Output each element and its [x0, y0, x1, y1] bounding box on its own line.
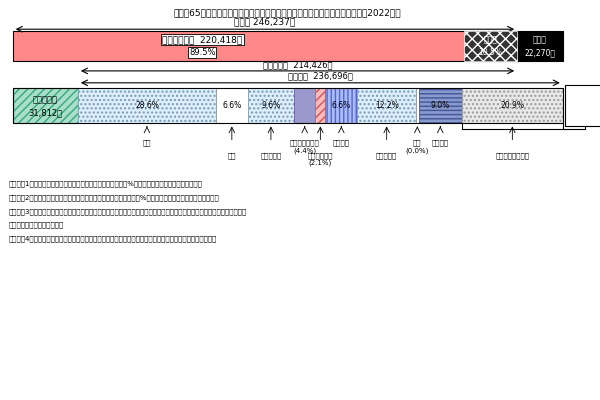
Text: 食料: 食料: [143, 140, 151, 146]
Text: 89.5%: 89.5%: [189, 48, 215, 57]
Text: その他の消費支出: その他の消費支出: [496, 152, 529, 159]
Text: 教育
(0.0%): 教育 (0.0%): [406, 140, 429, 154]
Text: 教養娯楽: 教養娯楽: [432, 140, 449, 146]
Text: （注）　1　図中の「社会保障給付」及び「その他」の割合（%）は、実収入に占める割合である。: （注） 1 図中の「社会保障給付」及び「その他」の割合（%）は、実収入に占める割…: [9, 180, 203, 187]
Text: うち交際費
9.6%: うち交際費 9.6%: [573, 96, 596, 115]
Bar: [416, 88, 419, 122]
Bar: [565, 85, 600, 126]
Text: 不足分: 不足分: [533, 35, 547, 44]
Text: 家具・家事用品
(4.4%): 家具・家事用品 (4.4%): [290, 140, 320, 154]
Text: 28.6%: 28.6%: [135, 101, 159, 110]
Bar: [419, 88, 462, 122]
Bar: [517, 31, 563, 61]
Bar: [294, 88, 315, 122]
Text: 20.9%: 20.9%: [500, 101, 524, 110]
Text: 4　図中の「不足分」とは、「実収入」と、「消費支出」及び「非消費支出」の計との差額である。: 4 図中の「不足分」とは、「実収入」と、「消費支出」及び「非消費支出」の計との差…: [9, 236, 217, 242]
Bar: [216, 88, 248, 122]
Text: 2　図中の「食料」から「その他の消費支出」までの割合（%）は、消費支出に占める割合である。: 2 図中の「食料」から「その他の消費支出」までの割合（%）は、消費支出に占める割…: [9, 194, 220, 201]
Bar: [13, 88, 563, 122]
Bar: [462, 88, 563, 122]
Bar: [325, 88, 357, 122]
Bar: [248, 88, 294, 122]
Text: 9.6%: 9.6%: [261, 101, 281, 110]
Text: 12.2%: 12.2%: [375, 101, 398, 110]
Text: 保健医療: 保健医療: [333, 140, 350, 146]
Text: 22,270円: 22,270円: [524, 48, 556, 57]
Bar: [464, 31, 517, 61]
Text: 3　図中の「消費支出」のうち、他の世帯への贈答品やサービスの支出は、「その他の消費支出」の「うち交際費」: 3 図中の「消費支出」のうち、他の世帯への贈答品やサービスの支出は、「その他の消…: [9, 208, 247, 214]
Text: 被服及び履物
(2.1%): 被服及び履物 (2.1%): [308, 152, 333, 166]
Text: 6.6%: 6.6%: [222, 101, 241, 110]
Bar: [357, 88, 416, 122]
Text: 図１　65歳以上の夫婦のみの無職世帯（夫婦高齢者無職世帯）の家計収支　－2022年－: 図１ 65歳以上の夫婦のみの無職世帯（夫婦高齢者無職世帯）の家計収支 －2022…: [173, 8, 401, 17]
Text: 光熱・水道: 光熱・水道: [260, 152, 281, 159]
Text: 実収入 246,237円: 実収入 246,237円: [235, 17, 296, 26]
Text: 31,812円: 31,812円: [28, 108, 62, 117]
Text: その他: その他: [484, 35, 497, 44]
Bar: [78, 88, 216, 122]
Text: 消費支出  236,696円: 消費支出 236,696円: [288, 72, 353, 81]
Text: 可処分所得  214,426円: 可処分所得 214,426円: [263, 60, 332, 69]
Text: 非消費支出: 非消費支出: [33, 96, 58, 104]
Text: 住居: 住居: [227, 152, 236, 159]
Text: 9.0%: 9.0%: [431, 101, 450, 110]
Text: 社会保障給付  220,418円: 社会保障給付 220,418円: [162, 35, 242, 44]
Bar: [13, 31, 517, 61]
Bar: [315, 88, 325, 122]
Text: 10.5%: 10.5%: [479, 48, 503, 57]
Text: 交通・通信: 交通・通信: [376, 152, 397, 159]
Text: 6.6%: 6.6%: [332, 101, 351, 110]
Text: に含まれている。: に含まれている。: [9, 222, 64, 228]
Bar: [13, 88, 78, 122]
